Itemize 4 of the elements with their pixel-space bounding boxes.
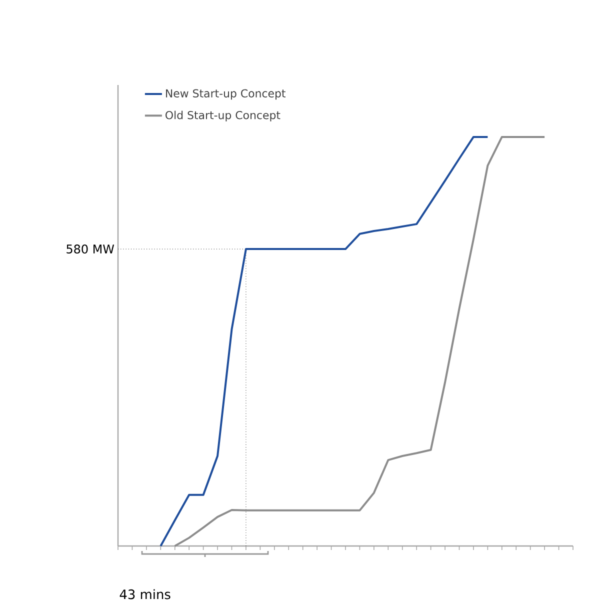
ref-line-label: 580 MW	[66, 244, 114, 254]
text: 43 mins	[120, 589, 170, 600]
legend-label: Old Start-up Concept	[166, 110, 280, 122]
legend-label: New Start-up Concept	[166, 89, 286, 100]
